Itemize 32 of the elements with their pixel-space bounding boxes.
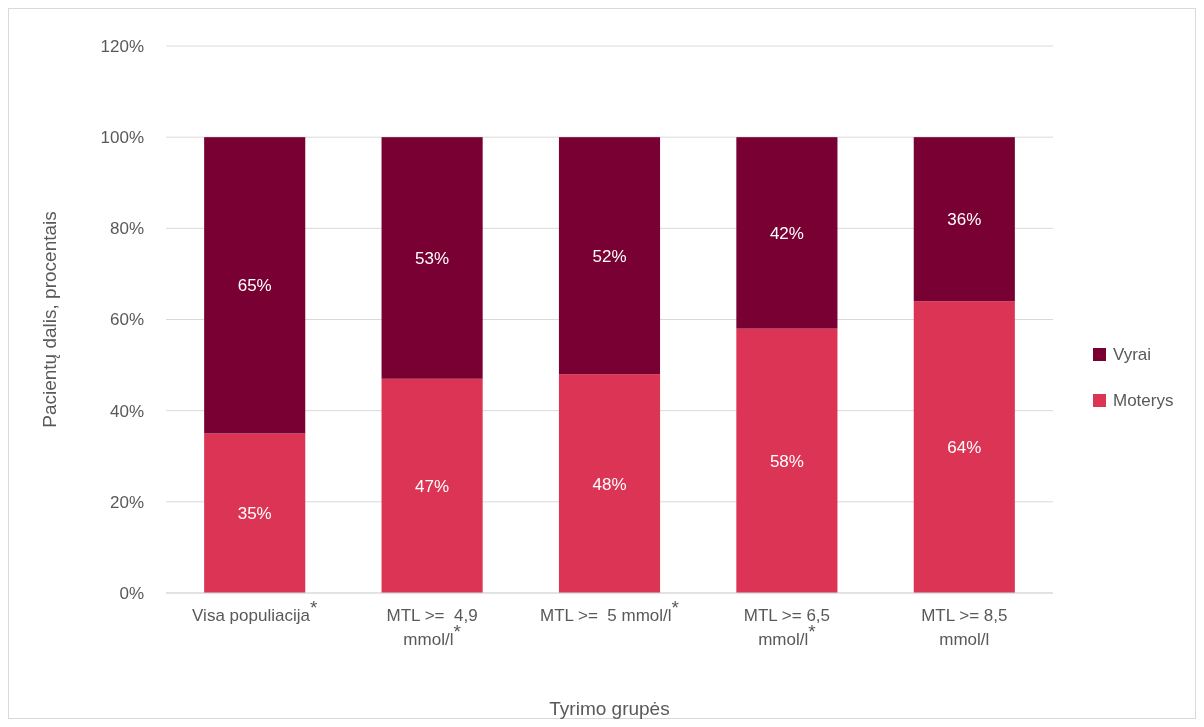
data-label: 42% — [769, 223, 804, 243]
bar — [204, 137, 306, 434]
x-axis-title: Tyrimo grupės — [549, 698, 670, 719]
y-tick-label: 60% — [109, 310, 144, 330]
data-label: 53% — [415, 248, 450, 268]
data-label: 48% — [592, 474, 627, 494]
bar — [381, 378, 483, 593]
data-label: 36% — [947, 210, 982, 230]
data-label: 52% — [592, 246, 627, 266]
bar — [381, 137, 483, 379]
y-tick-label: 100% — [100, 128, 144, 148]
bar — [913, 137, 1015, 302]
bar — [736, 328, 838, 593]
y-tick-label: 0% — [119, 583, 144, 603]
y-axis-title: Pacientų dalis, procentais — [39, 211, 60, 428]
data-label: 47% — [415, 476, 450, 496]
bar — [204, 433, 306, 593]
legend-label: Vyrai — [1113, 344, 1152, 364]
bar — [558, 137, 661, 375]
data-label: 64% — [947, 438, 982, 458]
data-label: 35% — [237, 504, 272, 524]
bar — [736, 137, 838, 329]
y-tick-label: 20% — [109, 492, 144, 512]
y-tick-label: 40% — [109, 401, 144, 421]
bar — [913, 301, 1015, 593]
bar — [558, 374, 661, 593]
y-tick-label: 120% — [100, 36, 144, 56]
data-label: 58% — [769, 451, 804, 471]
data-label: 65% — [237, 276, 272, 296]
x-tick-label: MTL >= 8,5 mmol/l — [921, 606, 1008, 649]
y-tick-label: 80% — [109, 219, 144, 239]
legend-label: Moterys — [1113, 390, 1174, 410]
